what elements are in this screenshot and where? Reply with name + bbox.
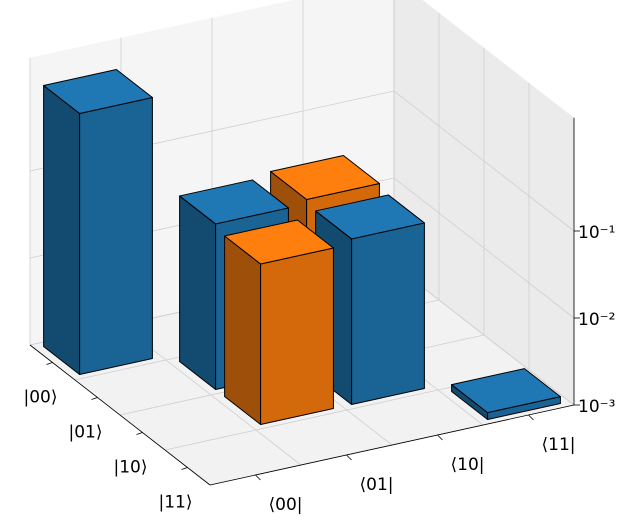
tick-mark [46,362,53,365]
tick-mark [91,397,98,400]
bar [224,219,334,425]
tick-mark [181,467,188,470]
bar [451,368,561,420]
axis-line [209,404,575,486]
bar-front [351,222,425,405]
col-label: ⟨01| [360,475,394,495]
bar-top [451,368,561,414]
bar-front [79,97,153,375]
z-tick-label: 10⁻² [578,310,615,330]
row-label: |10⟩ [114,458,148,478]
row-label: |00⟩ [24,388,58,408]
bar-side [224,235,262,425]
col-label: ⟨00| [269,495,303,515]
tick-mark [136,432,143,435]
row-label: |11⟩ [159,493,193,513]
axis-line [29,344,211,486]
tick-mark [346,454,352,461]
tick-mark [255,474,261,481]
bar-side [179,195,217,390]
bar-top [315,194,425,240]
tick-mark [528,414,534,421]
tick-mark [437,434,443,441]
col-label: ⟨11| [542,435,576,455]
bar-top [179,179,289,225]
bar-side [43,85,81,375]
z-tick-label: 10⁻³ [578,397,615,417]
col-label: ⟨10| [451,455,485,475]
row-label: |01⟩ [69,423,103,443]
bar-front [260,247,334,425]
bar-top [43,69,153,114]
bar [43,69,153,375]
z-tick-label: 10⁻¹ [578,223,615,243]
bar-top [224,219,334,265]
bar-top [270,154,380,200]
